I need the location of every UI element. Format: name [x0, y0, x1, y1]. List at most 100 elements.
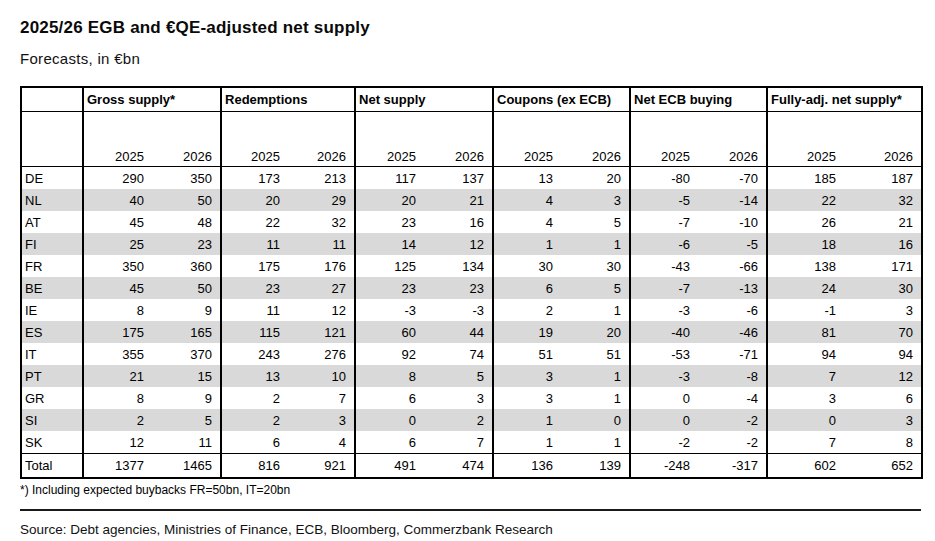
year-header-cell: 2026 [424, 112, 493, 167]
page-title: 2025/26 EGB and €QE-adjusted net supply [20, 18, 921, 38]
value-cell: 50 [152, 189, 221, 211]
table-row-SI: SI252302100-203 [21, 409, 922, 431]
value-cell: 921 [288, 454, 355, 479]
value-cell: 4 [288, 431, 355, 454]
value-cell: 602 [767, 454, 844, 479]
value-cell: 26 [767, 211, 844, 233]
value-cell: 213 [288, 167, 355, 190]
value-cell: 3 [844, 299, 922, 321]
value-cell: -2 [698, 431, 767, 454]
value-cell: 23 [424, 277, 493, 299]
value-cell: 350 [152, 167, 221, 190]
value-cell: 175 [221, 255, 288, 277]
value-cell: 5 [152, 409, 221, 431]
value-cell: 4 [493, 211, 561, 233]
value-cell: 187 [844, 167, 922, 190]
value-cell: 2 [221, 409, 288, 431]
value-cell: 1 [561, 299, 630, 321]
value-cell: 350 [83, 255, 152, 277]
table-row-ES: ES17516511512160441920-40-468170 [21, 321, 922, 343]
value-cell: 21 [83, 365, 152, 387]
value-cell: 13 [221, 365, 288, 387]
value-cell: -14 [698, 189, 767, 211]
value-cell: -3 [424, 299, 493, 321]
value-cell: 15 [152, 365, 221, 387]
value-cell: 9 [152, 299, 221, 321]
value-cell: -5 [698, 233, 767, 255]
value-cell: 16 [424, 211, 493, 233]
page: 2025/26 EGB and €QE-adjusted net supply … [0, 0, 935, 538]
value-cell: 10 [288, 365, 355, 387]
row-label: GR [21, 387, 83, 409]
value-cell: 134 [424, 255, 493, 277]
value-cell: 3 [844, 409, 922, 431]
table-row-GR: GR892763310-436 [21, 387, 922, 409]
column-group-header-4: Net ECB buying [630, 87, 767, 112]
year-header-cell: 2026 [844, 112, 922, 167]
value-cell: 5 [561, 211, 630, 233]
table-row-IT: IT35537024327692745151-53-719494 [21, 343, 922, 365]
year-header-cell: 2026 [288, 112, 355, 167]
value-cell: 139 [561, 454, 630, 479]
value-cell: 23 [152, 233, 221, 255]
column-group-header-1: Redemptions [221, 87, 355, 112]
value-cell: -43 [630, 255, 698, 277]
value-cell: 7 [424, 431, 493, 454]
value-cell: 60 [355, 321, 424, 343]
value-cell: 13 [493, 167, 561, 190]
value-cell: 1 [561, 365, 630, 387]
year-header-cell: 2025 [493, 112, 561, 167]
value-cell: -71 [698, 343, 767, 365]
value-cell: -40 [630, 321, 698, 343]
value-cell: 1 [493, 431, 561, 454]
value-cell: -10 [698, 211, 767, 233]
table-row-IE: IE891112-3-321-3-6-13 [21, 299, 922, 321]
value-cell: 2 [424, 409, 493, 431]
value-cell: -80 [630, 167, 698, 190]
value-cell: 3 [288, 409, 355, 431]
value-cell: 276 [288, 343, 355, 365]
value-cell: 1 [561, 431, 630, 454]
value-cell: 652 [844, 454, 922, 479]
value-cell: 23 [355, 211, 424, 233]
value-cell: -13 [698, 277, 767, 299]
year-header-cell: 2025 [221, 112, 288, 167]
value-cell: 51 [561, 343, 630, 365]
value-cell: 175 [83, 321, 152, 343]
value-cell: -53 [630, 343, 698, 365]
row-label: FR [21, 255, 83, 277]
year-header-cell: 2025 [355, 112, 424, 167]
value-cell: 8 [355, 365, 424, 387]
value-cell: 173 [221, 167, 288, 190]
value-cell: 30 [844, 277, 922, 299]
value-cell: 70 [844, 321, 922, 343]
value-cell: 12 [844, 365, 922, 387]
value-cell: 20 [221, 189, 288, 211]
value-cell: 243 [221, 343, 288, 365]
value-cell: -1 [767, 299, 844, 321]
value-cell: 50 [152, 277, 221, 299]
value-cell: -3 [630, 299, 698, 321]
value-cell: 474 [424, 454, 493, 479]
value-cell: 125 [355, 255, 424, 277]
value-cell: 45 [83, 277, 152, 299]
table-footnote: *) Including expected buybacks FR=50bn, … [20, 483, 921, 498]
value-cell: 23 [221, 277, 288, 299]
row-label: AT [21, 211, 83, 233]
value-cell: 6 [221, 431, 288, 454]
value-cell: 3 [493, 365, 561, 387]
value-cell: -5 [630, 189, 698, 211]
value-cell: 185 [767, 167, 844, 190]
value-cell: -8 [698, 365, 767, 387]
total-row: Total13771465816921491474136139-248-3176… [21, 454, 922, 479]
value-cell: -3 [355, 299, 424, 321]
value-cell: -2 [698, 409, 767, 431]
value-cell: 22 [767, 189, 844, 211]
column-group-header-5: Fully-adj. net supply* [767, 87, 922, 112]
row-label: DE [21, 167, 83, 190]
value-cell: 94 [767, 343, 844, 365]
value-cell: 19 [493, 321, 561, 343]
value-cell: 14 [355, 233, 424, 255]
value-cell: 3 [561, 189, 630, 211]
value-cell: 11 [288, 233, 355, 255]
